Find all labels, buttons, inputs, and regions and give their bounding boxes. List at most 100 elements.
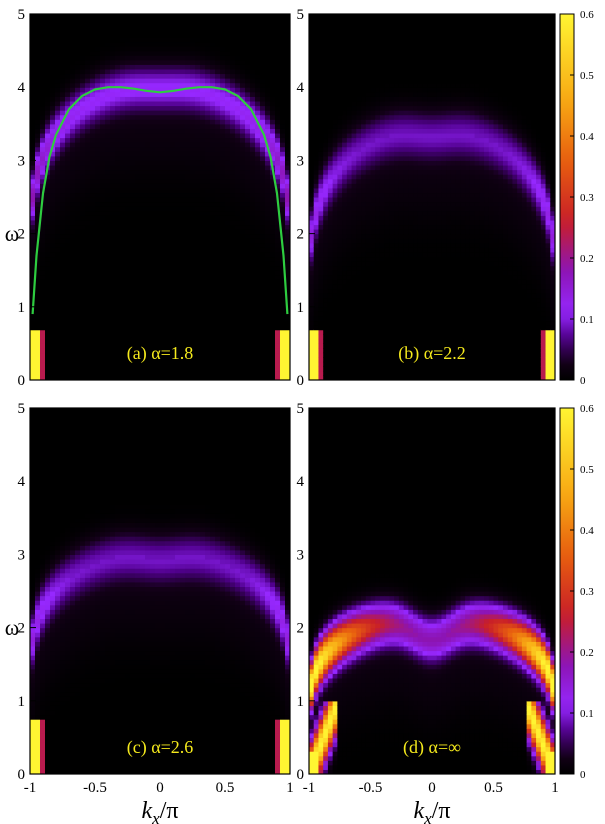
heatmap-cell	[245, 224, 251, 230]
heatmap-cell	[255, 229, 261, 235]
heatmap-cell	[170, 361, 176, 367]
heatmap-cell	[195, 14, 201, 20]
heatmap-cell	[125, 297, 131, 303]
heatmap-cell	[275, 64, 281, 70]
heatmap-cell	[240, 137, 246, 143]
heatmap-cell	[175, 352, 181, 358]
heatmap-cell	[115, 82, 121, 88]
heatmap-cell	[280, 119, 286, 125]
heatmap-cell	[245, 50, 251, 56]
heatmap-cell	[318, 100, 324, 107]
heatmap-cell	[120, 283, 126, 290]
heatmap-cell	[145, 151, 151, 157]
heatmap-cell	[210, 375, 216, 380]
heatmap-cell	[275, 256, 281, 262]
heatmap-cell	[60, 64, 66, 70]
heatmap-cell	[45, 137, 51, 143]
heatmap-cell	[215, 320, 221, 326]
heatmap-cell	[240, 219, 246, 226]
heatmap-cell	[255, 302, 261, 308]
heatmap-cell	[215, 343, 221, 349]
heatmap-cell	[65, 132, 71, 139]
heatmap-cell	[35, 100, 41, 107]
heatmap-cell	[337, 110, 343, 116]
heatmap-cell	[45, 128, 51, 134]
heatmap-cell	[35, 274, 41, 280]
heatmap-cell	[60, 18, 66, 24]
heatmap-cell	[145, 187, 151, 194]
heatmap-cell	[165, 274, 171, 280]
heatmap-cell	[120, 68, 126, 75]
heatmap-cell	[270, 174, 276, 180]
heatmap-cell	[180, 224, 186, 230]
heatmap-cell	[75, 206, 81, 212]
heatmap-cell	[175, 201, 181, 207]
plot-frame	[29, 13, 291, 381]
heatmap-cell	[180, 14, 186, 20]
heatmap-cell	[200, 325, 206, 331]
heatmap-cell	[309, 192, 315, 198]
heatmap-cell	[120, 219, 126, 226]
heatmap-cell	[185, 32, 191, 38]
heatmap-cell	[180, 192, 186, 198]
heatmap-cell	[270, 315, 276, 322]
heatmap-cell	[135, 274, 141, 280]
heatmap-cell	[135, 347, 141, 354]
heatmap-cell	[309, 347, 315, 354]
heatmap-cell	[332, 270, 338, 276]
heatmap-cell	[35, 132, 41, 139]
heatmap-cell	[85, 164, 91, 171]
heatmap-cell	[280, 338, 286, 344]
heatmap-cell	[65, 91, 71, 97]
heatmap-cell	[275, 169, 281, 175]
heatmap-cell	[200, 370, 206, 377]
heatmap-cell	[165, 46, 171, 52]
heatmap-cell	[265, 343, 271, 349]
heatmap-cell	[85, 128, 91, 134]
heatmap-cell	[200, 366, 206, 372]
heatmap-cell	[332, 315, 338, 322]
heatmap-cell	[120, 32, 126, 38]
heatmap-cell	[175, 50, 181, 56]
heatmap-cell	[140, 23, 146, 29]
heatmap-cell	[105, 123, 111, 129]
heatmap-cell	[280, 370, 286, 377]
heatmap-cell	[245, 315, 251, 322]
heatmap-cell	[120, 187, 126, 194]
heatmap-cell	[30, 242, 36, 248]
heatmap-cell	[40, 334, 46, 340]
heatmap-cell	[351, 155, 357, 161]
heatmap-cell	[55, 151, 61, 157]
heatmap-cell	[185, 338, 191, 344]
heatmap-cell	[65, 224, 71, 230]
heatmap-cell	[342, 233, 348, 239]
heatmap-cell	[200, 142, 206, 148]
heatmap-cell	[30, 187, 36, 194]
heatmap-cell	[332, 347, 338, 354]
heatmap-cell	[155, 233, 161, 239]
heatmap-cell	[175, 119, 181, 125]
heatmap-cell	[30, 366, 36, 372]
heatmap-cell	[70, 36, 76, 43]
heatmap-cell	[210, 36, 216, 43]
heatmap-cell	[235, 78, 241, 84]
heatmap-cell	[309, 247, 315, 253]
heatmap-cell	[155, 64, 161, 70]
heatmap-cell	[45, 55, 51, 61]
heatmap-cell	[135, 288, 141, 294]
heatmap-cell	[346, 32, 353, 38]
heatmap-cell	[160, 261, 166, 267]
heatmap-cell	[35, 297, 41, 303]
heatmap-cell	[346, 219, 353, 226]
heatmap-cell	[120, 329, 126, 335]
heatmap-cell	[30, 87, 36, 93]
heatmap-cell	[332, 224, 338, 230]
heatmap-cell	[260, 215, 266, 221]
heatmap-cell	[105, 142, 111, 148]
heatmap-cell	[70, 132, 76, 139]
heatmap-cell	[327, 105, 334, 111]
heatmap-cell	[309, 14, 315, 20]
heatmap-cell	[70, 50, 76, 56]
heatmap-cell	[351, 370, 357, 377]
